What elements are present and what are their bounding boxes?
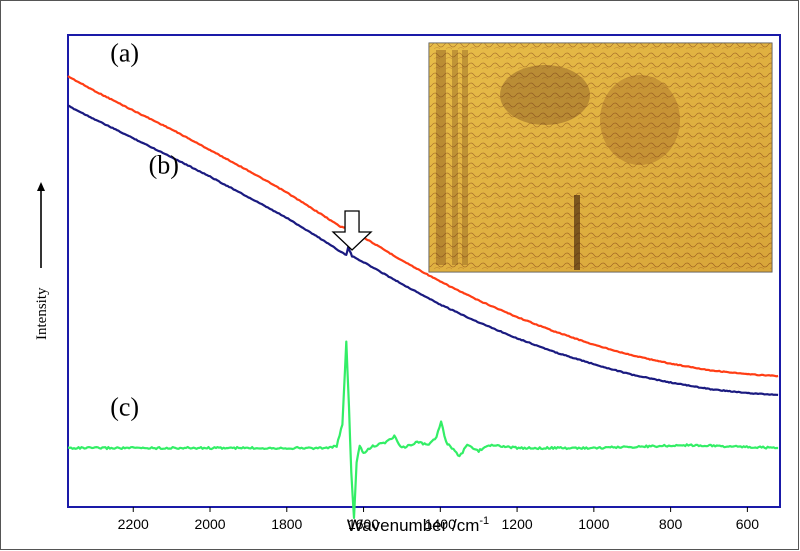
- x-tick-label: 1000: [578, 516, 609, 532]
- hollow-down-arrow-icon: [331, 210, 373, 251]
- x-tick-label: 2000: [194, 516, 225, 532]
- x-tick-label: 800: [659, 516, 683, 532]
- x-tick-label: 1200: [502, 516, 533, 532]
- x-tick-label: 1400: [425, 516, 456, 532]
- series-line-b: [67, 104, 779, 396]
- y-axis-title: Intensity: [34, 287, 50, 340]
- plot-area: [67, 34, 781, 508]
- series-line-c: [67, 340, 779, 519]
- x-axis-title: Wavenumber /cm-1: [347, 515, 489, 535]
- x-tick-label: 1800: [271, 516, 302, 532]
- x-tick-label: 1600: [348, 516, 379, 532]
- x-axis-ticks: 2200 2000 1800 1600 1400 1200 1000 800 600: [118, 507, 760, 532]
- series-line-a: [67, 75, 779, 378]
- series-group: [67, 75, 779, 519]
- curve-label: (c): [110, 393, 139, 422]
- inset-manuscript-image: [428, 42, 773, 273]
- x-tick-label: 600: [736, 516, 760, 532]
- y-axis-arrow-icon: [37, 182, 45, 191]
- curve-label: (b): [149, 151, 179, 180]
- curve-label: (a): [110, 39, 139, 68]
- y-axis-title-group: Intensity: [34, 182, 50, 340]
- curve-labels: (a) (b) (c): [110, 39, 179, 422]
- x-tick-label: 2200: [118, 516, 149, 532]
